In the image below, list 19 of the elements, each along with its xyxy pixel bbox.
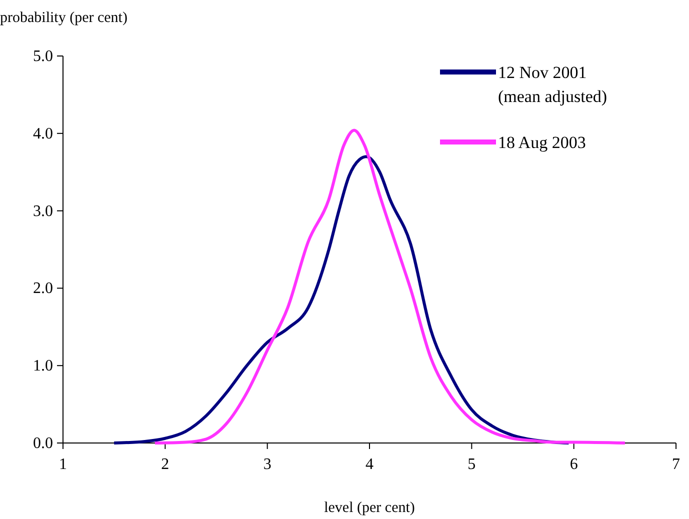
- y-tick-label: 2.0: [33, 280, 53, 298]
- x-tick-label: 6: [570, 456, 578, 473]
- y-axis-title: probability (per cent): [0, 10, 128, 26]
- x-tick-label: 2: [161, 456, 170, 473]
- x-tick-label: 5: [468, 456, 476, 473]
- line-series: [112, 155, 570, 444]
- y-tick-label: 4.0: [33, 125, 53, 142]
- y-tick-label: 3.0: [33, 202, 53, 220]
- x-tick-label: 7: [672, 456, 680, 473]
- line-series: [153, 128, 626, 444]
- y-tick-label: 5.0: [33, 48, 53, 65]
- x-tick-label: 4: [366, 456, 374, 473]
- x-axis-title: level (per cent): [324, 500, 415, 516]
- y-tick-label: 1.0: [33, 358, 53, 375]
- legend-label: 12 Nov 2001 (mean adjusted): [498, 63, 608, 106]
- x-tick-label: 1: [59, 456, 67, 473]
- y-tick-label: 0.0: [33, 435, 53, 452]
- legend-label: 18 Aug 2003: [498, 133, 586, 152]
- x-tick-label: 3: [263, 456, 272, 473]
